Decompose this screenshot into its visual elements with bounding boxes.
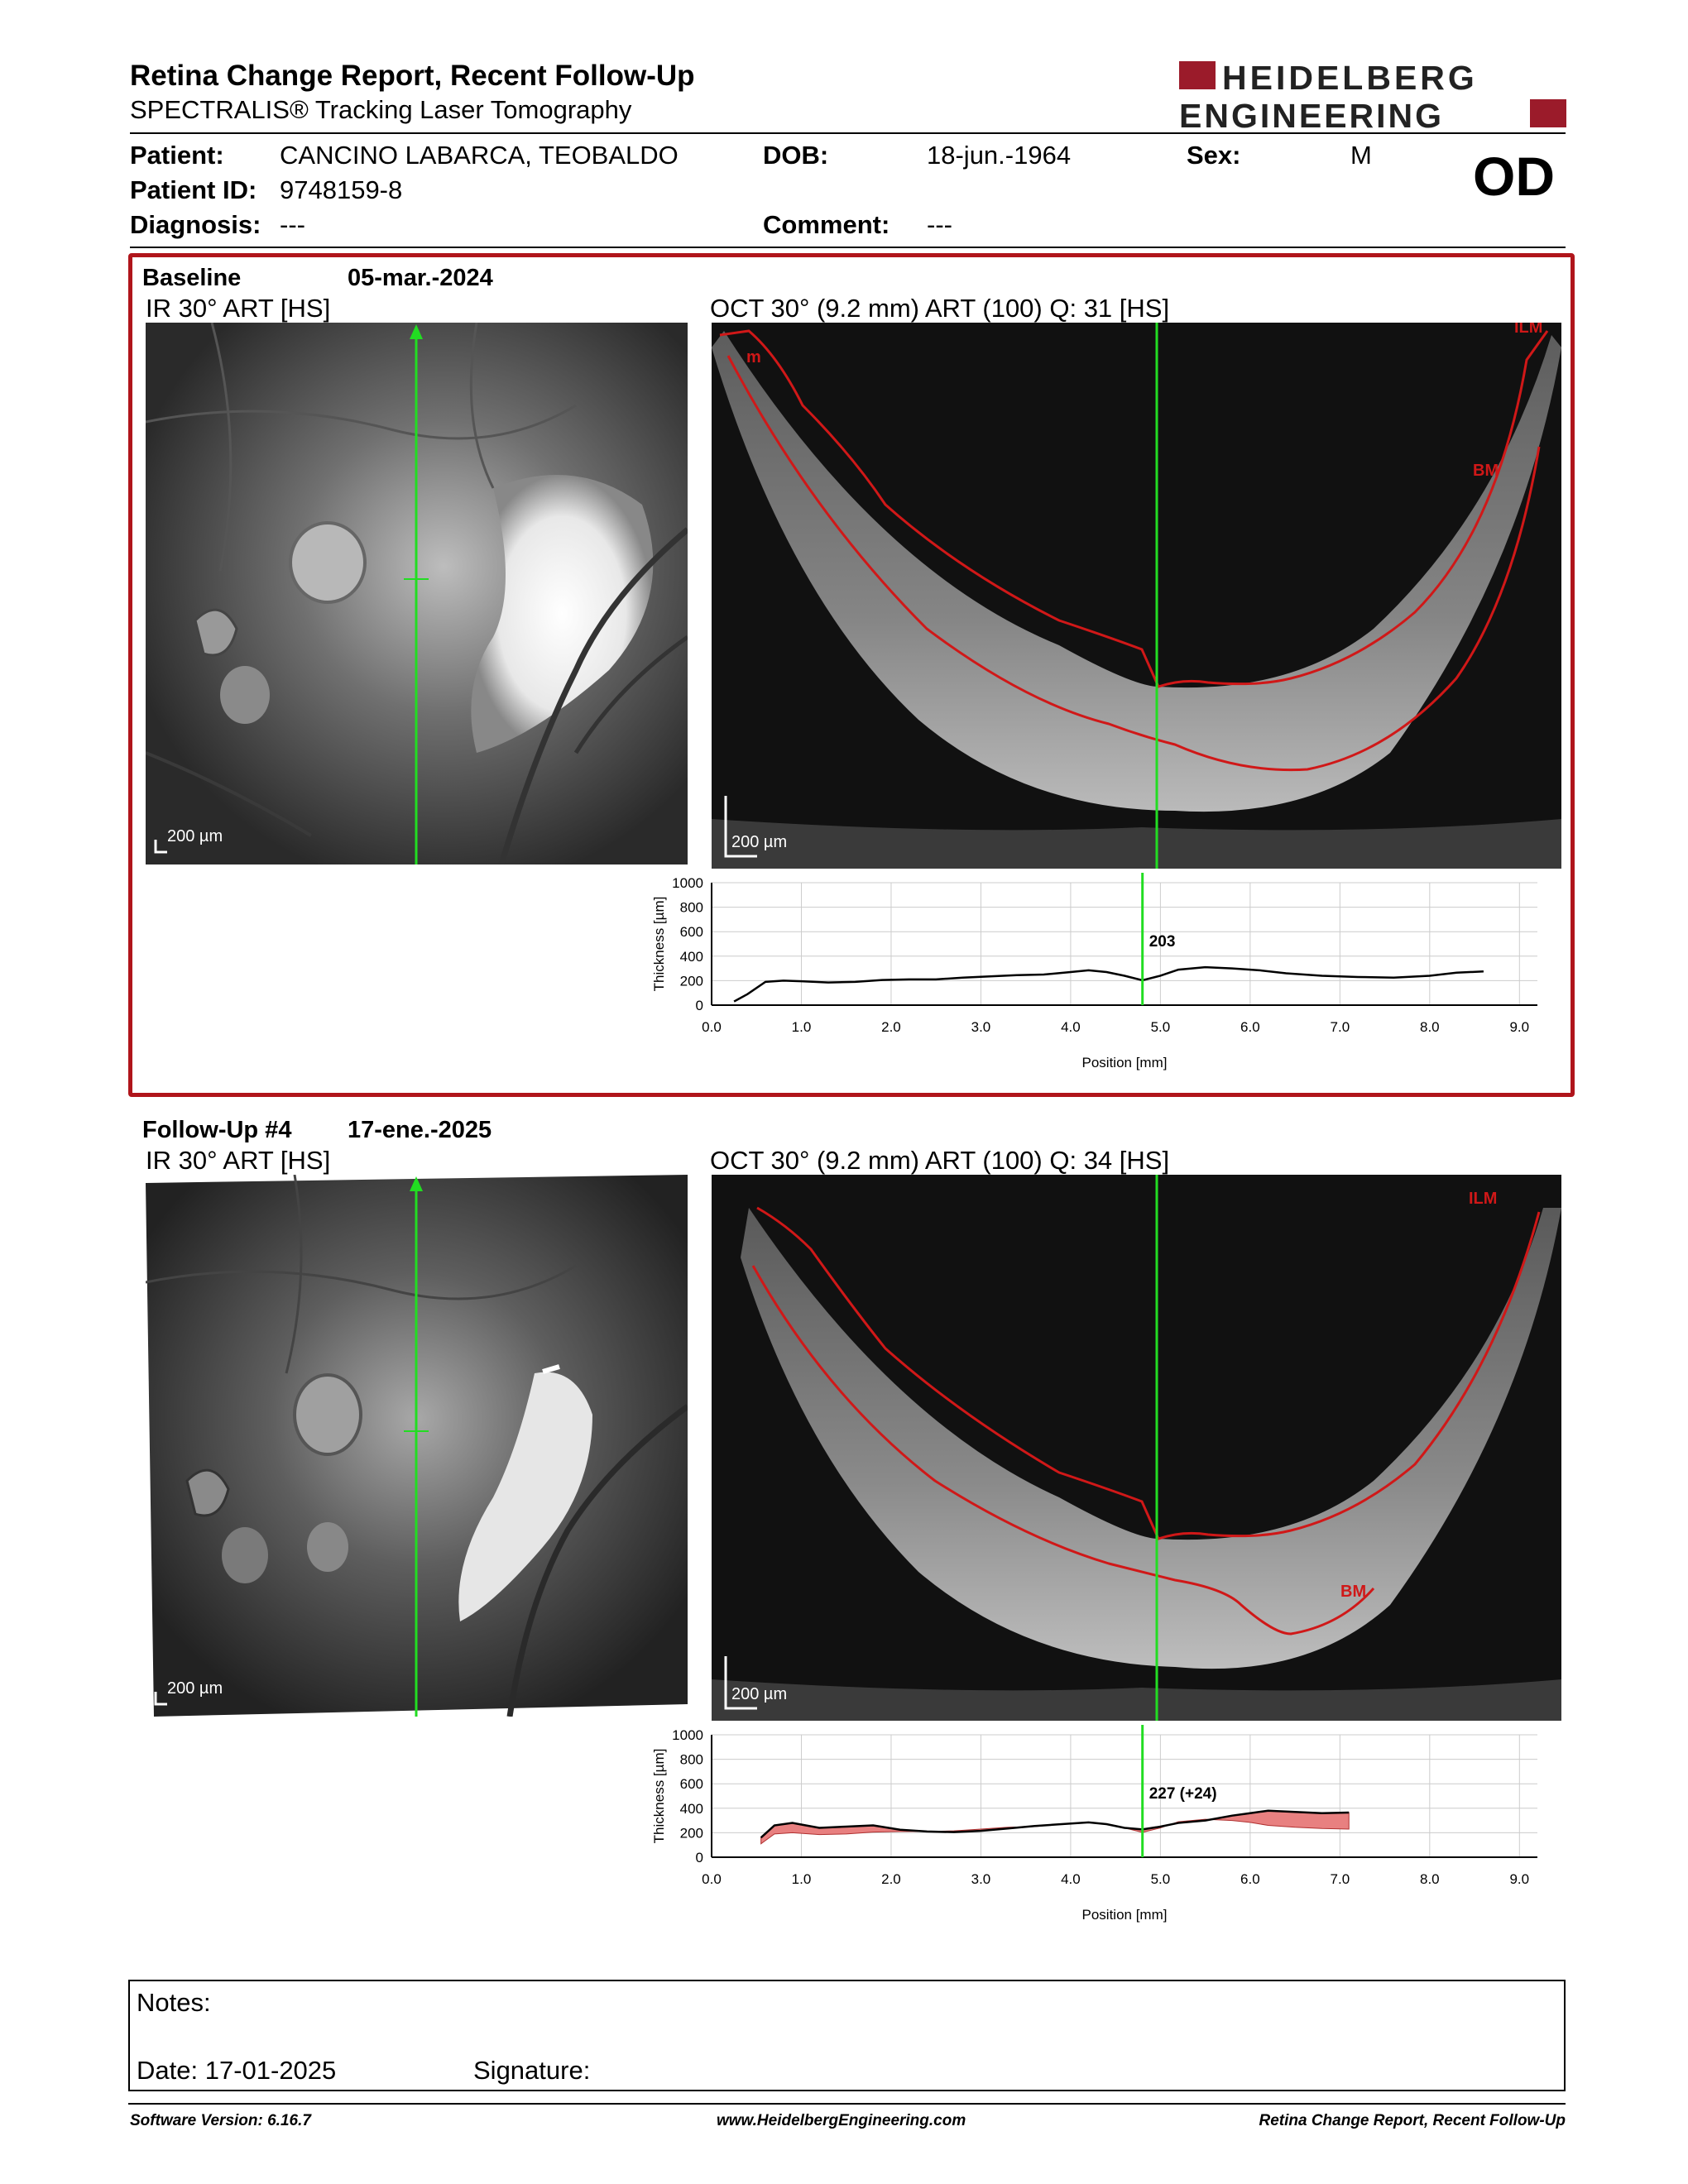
thickness-line xyxy=(760,1809,1350,1839)
followup-date: 17-ene.-2025 xyxy=(348,1117,492,1143)
patient-divider xyxy=(130,247,1566,248)
baseline-ir-fundus-image[interactable]: 200 µm xyxy=(146,323,688,864)
diagnosis-label: Diagnosis: xyxy=(130,210,261,239)
x-tick-label: 7.0 xyxy=(1331,1871,1350,1887)
diagnosis-value: --- xyxy=(280,210,305,239)
baseline-oct-scale: 200 µm xyxy=(731,833,788,851)
y-tick-label: 1000 xyxy=(672,1727,703,1743)
followup-label: Follow-Up #4 xyxy=(142,1117,292,1143)
dob-label: DOB: xyxy=(763,141,829,170)
notes-box[interactable]: Notes: Date: 17-01-2025 Signature: xyxy=(128,1980,1566,2091)
x-tick-label: 7.0 xyxy=(1331,1019,1350,1035)
followup-ir-fundus-image[interactable]: 200 µm xyxy=(146,1175,688,1717)
y-tick-label: 200 xyxy=(680,1825,703,1841)
x-tick-label: 0.0 xyxy=(702,1019,722,1035)
baseline-frame xyxy=(128,253,1575,1097)
patient-name: CANCINO LABARCA, TEOBALDO xyxy=(280,141,679,170)
y-tick-label: 400 xyxy=(680,949,703,965)
thickness-line xyxy=(733,965,1484,1003)
sex-value: M xyxy=(1350,141,1372,170)
dob-value: 18-jun.-1964 xyxy=(927,141,1072,170)
baseline-oct-bscan[interactable]: ILM m BM 200 µm xyxy=(712,323,1561,869)
baseline-ilm-label-left: m xyxy=(746,348,761,366)
y-tick-label: 0 xyxy=(696,998,703,1013)
y-tick-label: 200 xyxy=(680,973,703,989)
date-label: Date: 17-01-2025 xyxy=(137,2056,337,2085)
baseline-ilm-label: ILM xyxy=(1514,323,1542,337)
y-tick-label: 800 xyxy=(680,900,703,916)
baseline-ir-caption: IR 30° ART [HS] xyxy=(146,294,331,323)
signature-label: Signature: xyxy=(473,2056,591,2085)
y-tick-label: 800 xyxy=(680,1752,703,1768)
followup-oct-bscan[interactable]: ILM BM 200 µm xyxy=(712,1175,1561,1721)
comment-label: Comment: xyxy=(763,210,890,239)
x-tick-label: 6.0 xyxy=(1240,1871,1260,1887)
x-tick-label: 4.0 xyxy=(1061,1019,1081,1035)
y-axis-label: Thickness [µm] xyxy=(651,1749,667,1844)
baseline-label: Baseline xyxy=(142,265,242,291)
eye-laterality: OD xyxy=(1473,146,1555,207)
baseline-bm-label: BM xyxy=(1473,462,1499,480)
x-tick-label: 8.0 xyxy=(1420,1019,1440,1035)
x-tick-label: 2.0 xyxy=(881,1871,901,1887)
y-tick-label: 0 xyxy=(696,1850,703,1866)
sex-label: Sex: xyxy=(1187,141,1241,170)
patient-label: Patient: xyxy=(130,141,224,170)
x-tick-label: 4.0 xyxy=(1061,1871,1081,1887)
x-tick-label: 9.0 xyxy=(1509,1019,1529,1035)
x-tick-label: 9.0 xyxy=(1509,1871,1529,1887)
baseline-thickness-chart: 0.0 1.0 2.0 3.0 4.0 5.0 6.0 7.0 8.0 9.0 0 200 400 600… xyxy=(651,873,1537,1070)
website-link[interactable]: www.HeidelbergEngineering.com xyxy=(717,2112,966,2129)
followup-oct-scale: 200 µm xyxy=(731,1685,788,1703)
x-tick-label: 3.0 xyxy=(971,1019,991,1035)
report-subtitle: SPECTRALIS® Tracking Laser Tomography xyxy=(130,95,632,124)
heidelberg-logo: HEIDELBERG ENGINEERING xyxy=(1179,59,1566,132)
svg-text:HEIDELBERG: HEIDELBERG xyxy=(1222,59,1478,97)
svg-text:ENGINEERING: ENGINEERING xyxy=(1179,97,1444,132)
y-tick-label: 400 xyxy=(680,1801,703,1817)
followup-oct-caption: OCT 30° (9.2 mm) ART (100) Q: 34 [HS] xyxy=(710,1146,1170,1175)
notes-label: Notes: xyxy=(137,1988,211,2017)
followup-ir-scale: 200 µm xyxy=(167,1679,223,1698)
followup-ilm-label: ILM xyxy=(1469,1190,1497,1208)
y-tick-label: 600 xyxy=(680,924,703,940)
x-tick-label: 5.0 xyxy=(1151,1019,1171,1035)
baseline-date: 05-mar.-2024 xyxy=(348,265,493,291)
x-tick-label: 2.0 xyxy=(881,1019,901,1035)
x-tick-label: 0.0 xyxy=(702,1871,722,1887)
header-divider xyxy=(130,132,1566,134)
x-tick-label: 8.0 xyxy=(1420,1871,1440,1887)
footer-divider xyxy=(128,2103,1566,2105)
cursor-thickness-label: 203 xyxy=(1149,933,1176,951)
footer-report-name: Retina Change Report, Recent Follow-Up xyxy=(1259,2112,1566,2129)
report-title: Retina Change Report, Recent Follow-Up xyxy=(130,60,695,92)
x-tick-label: 1.0 xyxy=(792,1871,812,1887)
followup-ir-caption: IR 30° ART [HS] xyxy=(146,1146,331,1175)
x-tick-label: 5.0 xyxy=(1151,1871,1171,1887)
x-axis-label: Position [mm] xyxy=(1082,1055,1168,1070)
followup-thickness-chart: 0.0 1.0 2.0 3.0 4.0 5.0 6.0 7.0 8.0 9.0 0 200 400 600… xyxy=(651,1725,1537,1923)
y-tick-label: 600 xyxy=(680,1776,703,1792)
patient-id-value: 9748159-8 xyxy=(280,175,403,204)
x-tick-label: 6.0 xyxy=(1240,1019,1260,1035)
software-version: Software Version: 6.16.7 xyxy=(130,2112,311,2129)
y-axis-label: Thickness [µm] xyxy=(651,897,667,992)
comment-value: --- xyxy=(927,210,952,239)
baseline-oct-caption: OCT 30° (9.2 mm) ART (100) Q: 31 [HS] xyxy=(710,294,1170,323)
cursor-thickness-label: 227 (+24) xyxy=(1149,1785,1217,1803)
x-axis-label: Position [mm] xyxy=(1082,1907,1168,1923)
baseline-ir-scale: 200 µm xyxy=(167,827,223,845)
x-tick-label: 3.0 xyxy=(971,1871,991,1887)
followup-bm-label: BM xyxy=(1340,1583,1366,1601)
x-tick-label: 1.0 xyxy=(792,1019,812,1035)
y-tick-label: 1000 xyxy=(672,875,703,891)
patient-id-label: Patient ID: xyxy=(130,175,257,204)
